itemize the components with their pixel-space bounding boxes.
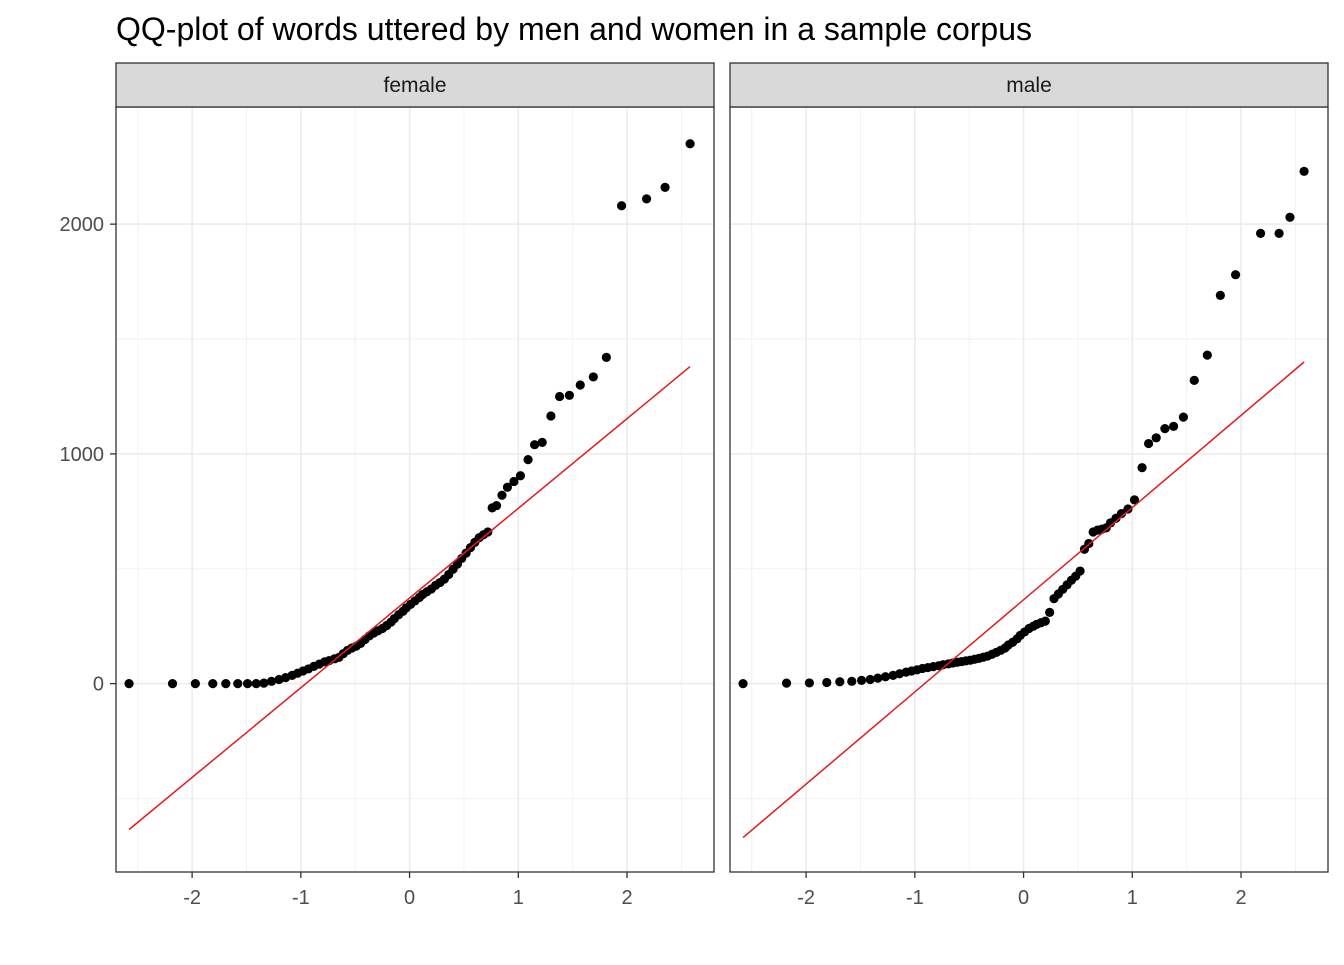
data-point <box>835 677 845 687</box>
data-point <box>1129 495 1140 505</box>
data-point <box>1160 424 1170 434</box>
data-point <box>546 411 556 421</box>
data-point <box>804 678 814 688</box>
data-point <box>537 437 547 448</box>
x-tick-label: 0 <box>404 887 415 909</box>
data-point <box>233 679 243 689</box>
data-point <box>483 527 493 537</box>
data-point <box>588 372 598 382</box>
x-tick-label: -2 <box>797 887 815 909</box>
data-point <box>124 679 134 689</box>
x-tick-label: -2 <box>183 887 201 909</box>
data-point <box>865 674 875 685</box>
data-point <box>616 201 627 211</box>
data-point <box>242 679 253 689</box>
y-tick-label: 0 <box>93 674 104 696</box>
facet-strip-label: male <box>1006 74 1052 97</box>
data-point <box>1040 616 1050 626</box>
facet-strip <box>729 62 1329 108</box>
x-tick-label: 0 <box>1018 887 1029 909</box>
facet-strip <box>115 62 715 108</box>
data-point <box>781 678 792 688</box>
qq-reference-line <box>742 361 1305 839</box>
panel-background <box>730 107 1328 872</box>
data-point <box>1137 463 1147 473</box>
data-point <box>523 455 533 465</box>
data-point <box>1116 509 1127 519</box>
chart-title: QQ-plot of words uttered by men and wome… <box>116 11 1032 47</box>
data-point <box>847 676 857 686</box>
data-point <box>1202 350 1212 360</box>
data-point <box>1075 566 1085 576</box>
data-point <box>555 391 565 402</box>
data-point <box>1189 375 1199 385</box>
data-point <box>497 490 507 500</box>
y-tick-label: 1000 <box>60 444 105 466</box>
data-point <box>1045 607 1055 618</box>
data-point <box>208 679 218 689</box>
data-point <box>1215 290 1225 300</box>
data-point <box>660 182 670 193</box>
data-point <box>880 672 891 682</box>
data-point <box>1151 433 1161 443</box>
data-point <box>856 675 867 686</box>
data-point <box>1169 421 1179 431</box>
x-tick-label: 1 <box>1127 887 1138 909</box>
data-point <box>1285 212 1295 222</box>
data-point <box>251 679 261 689</box>
data-point <box>1230 270 1241 280</box>
data-point <box>190 679 200 689</box>
data-point <box>564 390 574 400</box>
data-point <box>1123 504 1133 514</box>
data-point <box>1144 438 1154 449</box>
data-point <box>1299 166 1309 176</box>
data-point <box>601 352 611 363</box>
data-point <box>1178 412 1188 422</box>
data-point <box>167 679 178 689</box>
data-point <box>221 679 231 689</box>
data-point <box>1274 228 1284 238</box>
data-point <box>873 673 883 683</box>
data-point <box>259 678 269 688</box>
data-point <box>822 677 832 688</box>
data-point <box>266 676 277 686</box>
x-tick-label: 1 <box>513 887 524 909</box>
data-point <box>491 500 502 511</box>
x-tick-label: -1 <box>906 887 924 909</box>
data-point <box>502 482 513 492</box>
data-point <box>641 194 652 204</box>
data-point <box>515 471 526 481</box>
x-tick-label: 2 <box>621 887 632 909</box>
data-point <box>575 380 585 390</box>
data-point <box>1255 228 1266 238</box>
data-point <box>509 476 519 487</box>
y-tick-label: 2000 <box>60 214 105 236</box>
panel-background <box>116 107 714 872</box>
x-tick-label: 2 <box>1235 887 1246 909</box>
x-tick-label: -1 <box>292 887 310 909</box>
data-point <box>738 679 748 689</box>
facet-strip-label: female <box>383 74 446 97</box>
qq-reference-line <box>128 366 691 831</box>
data-point <box>685 139 695 149</box>
data-point <box>530 440 540 450</box>
